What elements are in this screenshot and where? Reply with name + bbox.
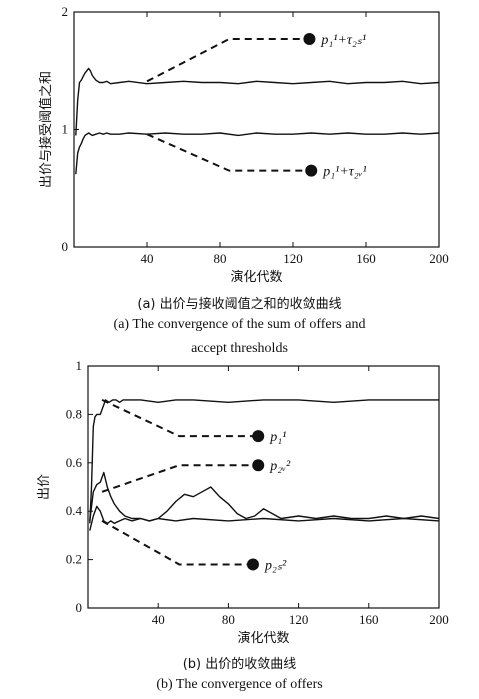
caption-a-en-line2: accept thresholds bbox=[191, 341, 288, 356]
caption-a-en-line1: (a) The convergence of the sum of offers… bbox=[113, 317, 366, 332]
series-line-1 bbox=[89, 399, 439, 524]
y-tick-label: 1 bbox=[76, 358, 83, 373]
y-tick-label: 1 bbox=[62, 122, 69, 137]
plot-frame bbox=[87, 365, 440, 609]
x-tick-label: 80 bbox=[214, 251, 227, 266]
y-tick-label: 0 bbox=[62, 239, 69, 254]
x-tick-label: 200 bbox=[429, 251, 449, 266]
annotation-marker bbox=[246, 558, 259, 571]
y-tick-label: 0.2 bbox=[66, 552, 82, 567]
y-tick-label: 0.6 bbox=[66, 455, 83, 470]
chart-a: 40 80 120 160 200 0 1 2 演化代数 出价与接受阈值之和 p₁¹+τ₂ₛ¹ p₁¹… bbox=[38, 4, 449, 285]
annotation-label: p₂ᵥ² bbox=[269, 459, 291, 474]
plot-frame bbox=[73, 11, 440, 248]
series-line-3 bbox=[89, 505, 440, 531]
y-axis-label: 出价与接受阈值之和 bbox=[38, 71, 54, 188]
annotation-label: p₁¹+τ₂ᵥ¹ bbox=[322, 165, 367, 180]
annotation-label: p₁¹+τ₂ₛ¹ bbox=[320, 33, 366, 48]
y-tick-label: 2 bbox=[62, 4, 69, 19]
x-tick-label: 160 bbox=[356, 251, 376, 266]
x-tick-label: 200 bbox=[429, 612, 449, 627]
caption-a-cn: (a) 出价与接收阈值之和的收敛曲线 bbox=[137, 297, 342, 312]
x-tick-label: 160 bbox=[359, 612, 379, 627]
annotation-leader bbox=[146, 133, 312, 172]
annotation-marker bbox=[305, 164, 318, 177]
x-tick-label: 40 bbox=[152, 612, 165, 627]
caption-b-en: (b) The convergence of offers bbox=[156, 677, 323, 692]
y-tick-label: 0.8 bbox=[66, 406, 82, 421]
annotation-label: p₁¹ bbox=[269, 430, 286, 445]
annotation-marker bbox=[303, 33, 316, 46]
series-line-2 bbox=[89, 471, 440, 522]
y-axis-label: 出价 bbox=[37, 474, 52, 500]
x-axis-label: 演化代数 bbox=[230, 269, 282, 285]
y-tick-label: 0 bbox=[76, 600, 83, 615]
annotation-leader bbox=[101, 464, 259, 493]
chart-b: 40 80 120 160 200 0 0.2 0.4 0.6 0.8 1 演化代数 出价 p₁¹ p₂ᵥ²… bbox=[37, 358, 449, 646]
x-tick-label: 120 bbox=[289, 612, 309, 627]
caption-b-cn: (b) 出价的收敛曲线 bbox=[182, 657, 297, 672]
annotation-leader bbox=[101, 398, 259, 438]
annotation-leader bbox=[146, 38, 310, 83]
x-tick-label: 40 bbox=[141, 251, 154, 266]
series-line-2 bbox=[75, 132, 440, 175]
x-tick-label: 80 bbox=[222, 612, 235, 627]
y-tick-label: 0.4 bbox=[66, 503, 83, 518]
annotation-marker bbox=[252, 459, 265, 472]
annotation-marker bbox=[252, 430, 265, 443]
annotation-leader bbox=[101, 520, 253, 566]
x-tick-label: 120 bbox=[283, 251, 303, 266]
annotation-label: p₂ₛ² bbox=[264, 558, 287, 573]
series-line-1 bbox=[75, 67, 440, 136]
x-axis-label: 演化代数 bbox=[237, 630, 289, 646]
